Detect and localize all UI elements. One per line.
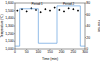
y-tick: [14, 3, 15, 4]
y-tick: [14, 41, 15, 42]
x-tick-label: 0: [14, 50, 16, 54]
data-point: [40, 11, 42, 13]
annotation: Period 1: [32, 2, 44, 6]
y-tick-label: 1,400: [5, 16, 14, 20]
y-tick-label: 1,000: [5, 47, 14, 51]
data-point: [49, 10, 51, 12]
data-point: [21, 8, 23, 10]
data-point: [54, 7, 56, 9]
x-tick-label: 100: [35, 50, 41, 54]
plot-frame: [15, 3, 85, 49]
y2-axis-label: Flow rate: [97, 20, 100, 33]
y-tick: [14, 10, 15, 11]
data-point: [35, 9, 37, 11]
data-point: [72, 8, 74, 10]
y-tick: [14, 18, 15, 19]
x-tick-label: 150: [47, 50, 53, 54]
y-tick-label: 1,200: [5, 32, 14, 36]
data-point: [16, 10, 18, 12]
x-tick-label: 250: [70, 50, 76, 54]
data-point: [58, 9, 60, 11]
data-point: [68, 7, 70, 9]
plot-marks: [15, 6, 85, 46]
y2-tick-label: 60: [86, 13, 90, 17]
annotation: Period 2: [63, 2, 75, 6]
x-tick-label: 300: [82, 50, 88, 54]
x-axis-label: Time (min): [42, 57, 58, 61]
y-tick: [14, 26, 15, 27]
y-tick-label: 1,600: [5, 1, 14, 5]
flow-line: [15, 6, 85, 46]
y-tick-label: 1,500: [5, 9, 14, 13]
data-point: [26, 10, 28, 12]
data-point: [77, 10, 79, 12]
y-tick: [14, 33, 15, 34]
data-point: [30, 7, 32, 9]
chart: 1,000 1,100 1,200 1,300 1,400 1,500 1,600 0 20 40…: [0, 0, 100, 61]
x-tick-label: 50: [25, 50, 29, 54]
y-tick-label: 1,300: [5, 24, 14, 28]
y2-tick-label: 80: [86, 1, 90, 5]
y2-tick-label: 40: [86, 24, 90, 28]
data-point: [63, 10, 65, 12]
y-tick-label: 1,100: [5, 39, 14, 43]
y2-tick-label: 20: [86, 36, 90, 40]
x-tick-label: 200: [59, 50, 65, 54]
data-point: [44, 8, 46, 10]
y-axis-label: Temperature (°C): [0, 14, 4, 37]
